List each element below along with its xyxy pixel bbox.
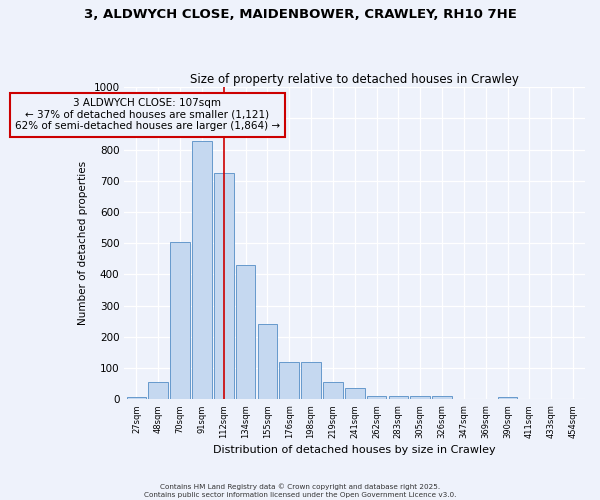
Y-axis label: Number of detached properties: Number of detached properties [78,161,88,326]
Bar [257,324,277,400]
Bar [192,141,212,400]
Bar [432,396,452,400]
Bar [301,362,321,400]
Text: 3 ALDWYCH CLOSE: 107sqm
← 37% of detached houses are smaller (1,121)
62% of semi: 3 ALDWYCH CLOSE: 107sqm ← 37% of detache… [15,98,280,132]
X-axis label: Distribution of detached houses by size in Crawley: Distribution of detached houses by size … [214,445,496,455]
Text: 3, ALDWYCH CLOSE, MAIDENBOWER, CRAWLEY, RH10 7HE: 3, ALDWYCH CLOSE, MAIDENBOWER, CRAWLEY, … [83,8,517,20]
Bar [367,396,386,400]
Bar [170,242,190,400]
Title: Size of property relative to detached houses in Crawley: Size of property relative to detached ho… [190,73,519,86]
Bar [280,362,299,400]
Bar [345,388,365,400]
Bar [410,396,430,400]
Bar [127,397,146,400]
Bar [214,173,233,400]
Bar [497,397,517,400]
Bar [389,396,408,400]
Bar [148,382,168,400]
Text: Contains HM Land Registry data © Crown copyright and database right 2025.
Contai: Contains HM Land Registry data © Crown c… [144,484,456,498]
Bar [236,265,256,400]
Bar [323,382,343,400]
